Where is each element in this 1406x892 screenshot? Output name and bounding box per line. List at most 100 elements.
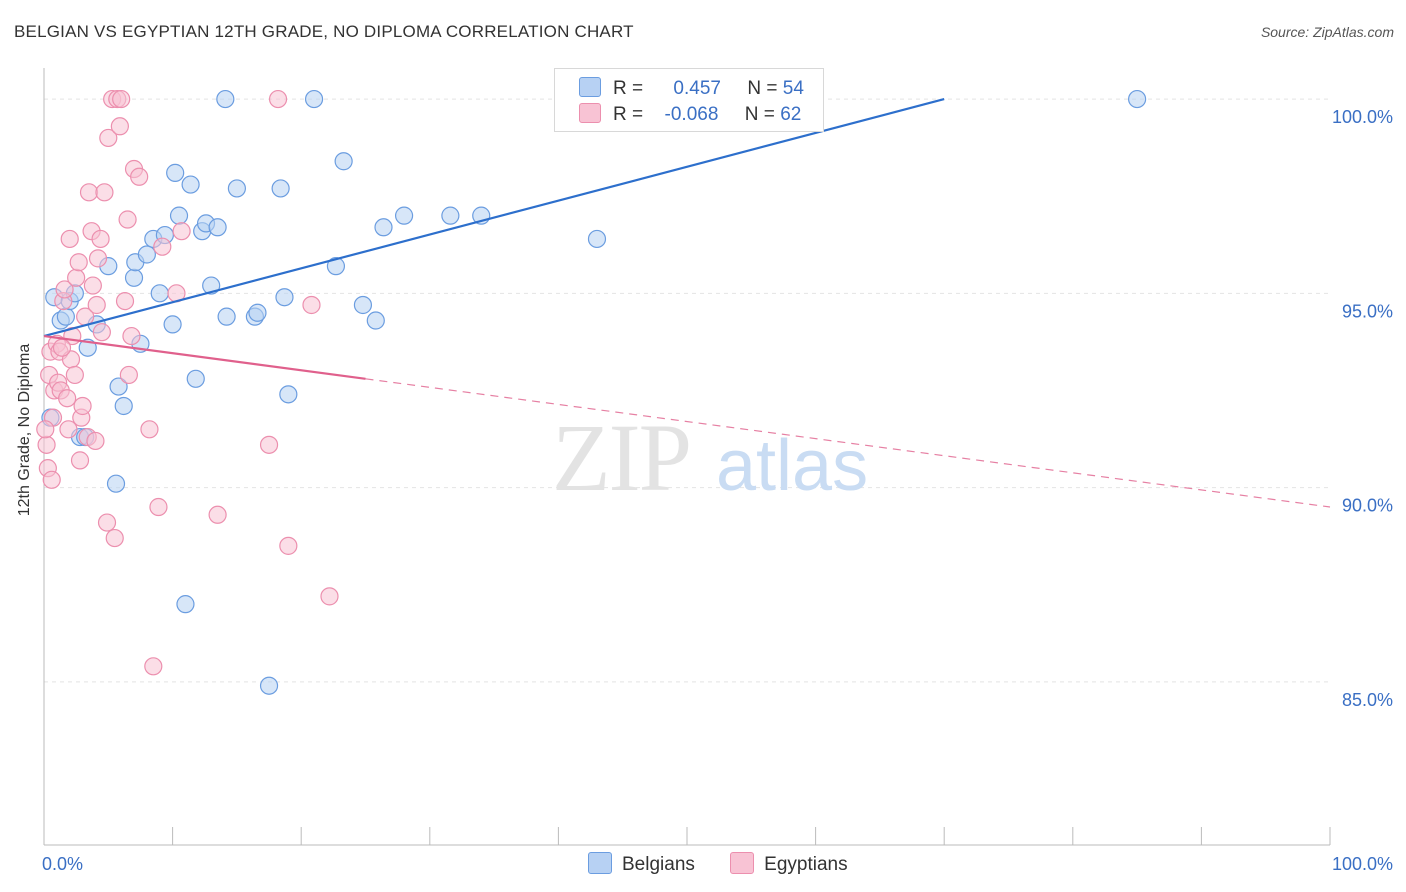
point-belgians-20 [166, 163, 185, 182]
point-belgians-45 [441, 206, 460, 225]
point-egyptians-30 [87, 295, 106, 315]
point-belgians-17 [150, 284, 169, 303]
point-egyptians-15 [60, 229, 79, 249]
point-egyptians-41 [112, 89, 131, 109]
trend-line-belgians [43, 98, 945, 338]
legend-label-egyptians: Egyptians [764, 854, 848, 875]
point-belgians-31 [227, 179, 246, 198]
point-egyptians-20 [69, 253, 88, 272]
point-egyptians-36 [99, 128, 118, 148]
point-belgians-30 [217, 307, 236, 326]
correlation-legend: R = 0.457 N = 54 R = -0.068 N = 62 [554, 68, 824, 132]
series-belgians-points [41, 89, 1147, 695]
point-egyptians-4 [42, 470, 61, 489]
legend-r-value-belgians: 0.457 [673, 78, 721, 99]
point-egyptians-58 [320, 587, 339, 606]
point-belgians-33 [248, 303, 267, 322]
legend-row-belgians: R = 0.457 N = 54 [579, 77, 804, 101]
series-egyptians-points [36, 89, 339, 676]
point-belgians-29 [216, 89, 235, 109]
point-egyptians-40 [110, 117, 129, 136]
point-egyptians-49 [144, 657, 163, 676]
point-belgians-10 [109, 377, 128, 396]
point-belgians-23 [181, 175, 200, 194]
point-egyptians-35 [97, 513, 117, 532]
trend-lines [43, 98, 1331, 508]
point-egyptians-28 [83, 276, 102, 295]
point-egyptians-48 [140, 420, 159, 439]
x-tick-label-right: 100.0% [1332, 854, 1393, 874]
point-belgians-19 [163, 315, 182, 334]
legend-item-belgians[interactable]: Belgians [588, 852, 695, 876]
point-egyptians-53 [172, 222, 191, 241]
point-belgians-37 [279, 385, 298, 404]
legend-swatch-egyptians [730, 852, 755, 874]
point-egyptians-31 [88, 249, 108, 268]
point-belgians-12 [124, 268, 144, 287]
legend-r-value-egyptians: -0.068 [664, 104, 719, 125]
point-belgians-51 [1127, 89, 1147, 109]
legend-n-label: N = [744, 104, 775, 125]
point-egyptians-38 [105, 528, 124, 548]
legend-swatch-belgians [588, 852, 612, 874]
point-egyptians-12 [55, 280, 74, 299]
trend-line-egyptians [43, 334, 366, 380]
point-egyptians-43 [118, 210, 137, 229]
point-egyptians-55 [259, 435, 279, 454]
series-legend: Belgians Egyptians [588, 852, 878, 876]
axis-layer [43, 68, 1331, 846]
point-egyptians-50 [149, 497, 168, 517]
point-belgians-35 [271, 179, 290, 198]
point-egyptians-54 [208, 505, 227, 524]
point-belgians-11 [114, 396, 133, 416]
point-egyptians-13 [58, 389, 77, 408]
point-belgians-21 [169, 206, 189, 225]
point-belgians-47 [587, 229, 607, 249]
legend-swatch-belgians [579, 77, 601, 97]
point-egyptians-44 [119, 365, 138, 385]
point-egyptians-45 [122, 326, 141, 346]
point-egyptians-59 [268, 89, 288, 109]
point-egyptians-51 [153, 237, 172, 256]
legend-r-label: R = [613, 104, 644, 125]
point-belgians-34 [259, 676, 279, 695]
chart-title: BELGIAN VS EGYPTIAN 12TH GRADE, NO DIPLO… [14, 22, 634, 41]
chart-source: Source: ZipAtlas.com [1260, 24, 1394, 40]
legend-n-value-belgians: 54 [782, 78, 804, 99]
point-egyptians-47 [130, 167, 149, 186]
point-belgians-24 [186, 369, 205, 388]
point-belgians-28 [208, 218, 227, 237]
point-egyptians-21 [70, 451, 90, 470]
point-belgians-42 [366, 311, 385, 330]
y-tick-label-0: 85.0% [1342, 690, 1393, 710]
legend-n-label: N = [747, 78, 778, 99]
point-belgians-22 [176, 595, 195, 614]
legend-row-egyptians: R = -0.068 N = 62 [579, 103, 801, 127]
y-tick-label-1: 90.0% [1342, 496, 1393, 516]
point-egyptians-34 [95, 183, 114, 202]
y-tick-label-2: 95.0% [1342, 301, 1393, 321]
point-egyptians-57 [302, 295, 321, 315]
point-belgians-44 [394, 206, 414, 225]
point-egyptians-33 [92, 323, 111, 342]
legend-label-belgians: Belgians [622, 854, 695, 875]
point-egyptians-29 [86, 431, 105, 451]
point-egyptians-14 [59, 420, 78, 439]
point-belgians-15 [137, 245, 156, 264]
point-egyptians-26 [79, 183, 99, 202]
point-belgians-39 [326, 257, 346, 276]
legend-swatch-egyptians [579, 103, 601, 123]
point-belgians-40 [334, 152, 353, 171]
legend-r-label: R = [613, 78, 644, 99]
point-egyptians-32 [91, 229, 110, 249]
watermark-atlas: atlas [716, 426, 868, 506]
legend-item-egyptians[interactable]: Egyptians [730, 852, 848, 876]
point-egyptians-42 [115, 292, 135, 311]
point-belgians-9 [106, 474, 126, 493]
tick-labels: 85.0% 90.0% 95.0% 100.0% 0.0% 100.0% [42, 107, 1393, 874]
watermark-zip: ZIP [552, 404, 690, 511]
legend-n-value-egyptians: 62 [780, 104, 802, 125]
point-belgians-41 [353, 295, 373, 315]
x-tick-label-left: 0.0% [42, 854, 83, 874]
